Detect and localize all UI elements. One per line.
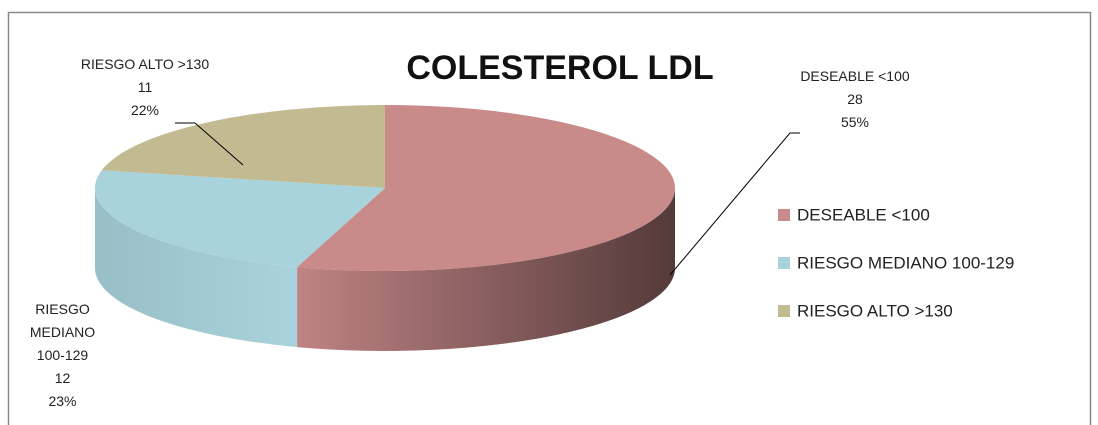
legend-label: RIESGO MEDIANO 100-129 — [797, 253, 1014, 272]
slice-label: RIESGO ALTO >130 11 22% — [65, 53, 225, 122]
legend-swatch — [778, 209, 790, 221]
label-value: 11 — [137, 79, 153, 95]
legend: DESEABLE <100 RIESGO MEDIANO 100-129 RIESG… — [778, 205, 1014, 320]
slice-label: DESEABLE <100 28 55% — [795, 65, 915, 134]
label-percent: 22% — [130, 102, 160, 118]
label-percent: 23% — [48, 393, 77, 409]
pie-slice — [95, 170, 385, 268]
pie-slice — [101, 105, 385, 188]
leader-line — [669, 132, 800, 276]
chart-title: COLESTEROL LDL — [406, 49, 713, 87]
leader-line — [175, 122, 244, 166]
legend-swatch — [778, 257, 790, 269]
chart-border — [7, 11, 1092, 425]
slice-label: RIESGO MEDIANO 100-129 12 23% — [20, 298, 105, 413]
pie — [95, 105, 676, 351]
label-value: 12 — [54, 370, 71, 386]
label-percent: 55% — [840, 114, 870, 130]
label-category: RIESGO ALTO >130 — [80, 56, 210, 72]
legend-label: RIESGO ALTO >130 — [797, 301, 953, 320]
pie-slice — [297, 105, 676, 271]
pie-slice-side — [297, 188, 675, 351]
label-value: 28 — [847, 91, 863, 107]
legend-swatch — [778, 305, 790, 317]
legend-label: DESEABLE <100 — [797, 205, 930, 224]
label-category: DESEABLE <100 — [800, 68, 910, 84]
pie-slice-side — [95, 188, 298, 348]
label-category: RIESGO MEDIANO 100-129 — [29, 301, 96, 363]
